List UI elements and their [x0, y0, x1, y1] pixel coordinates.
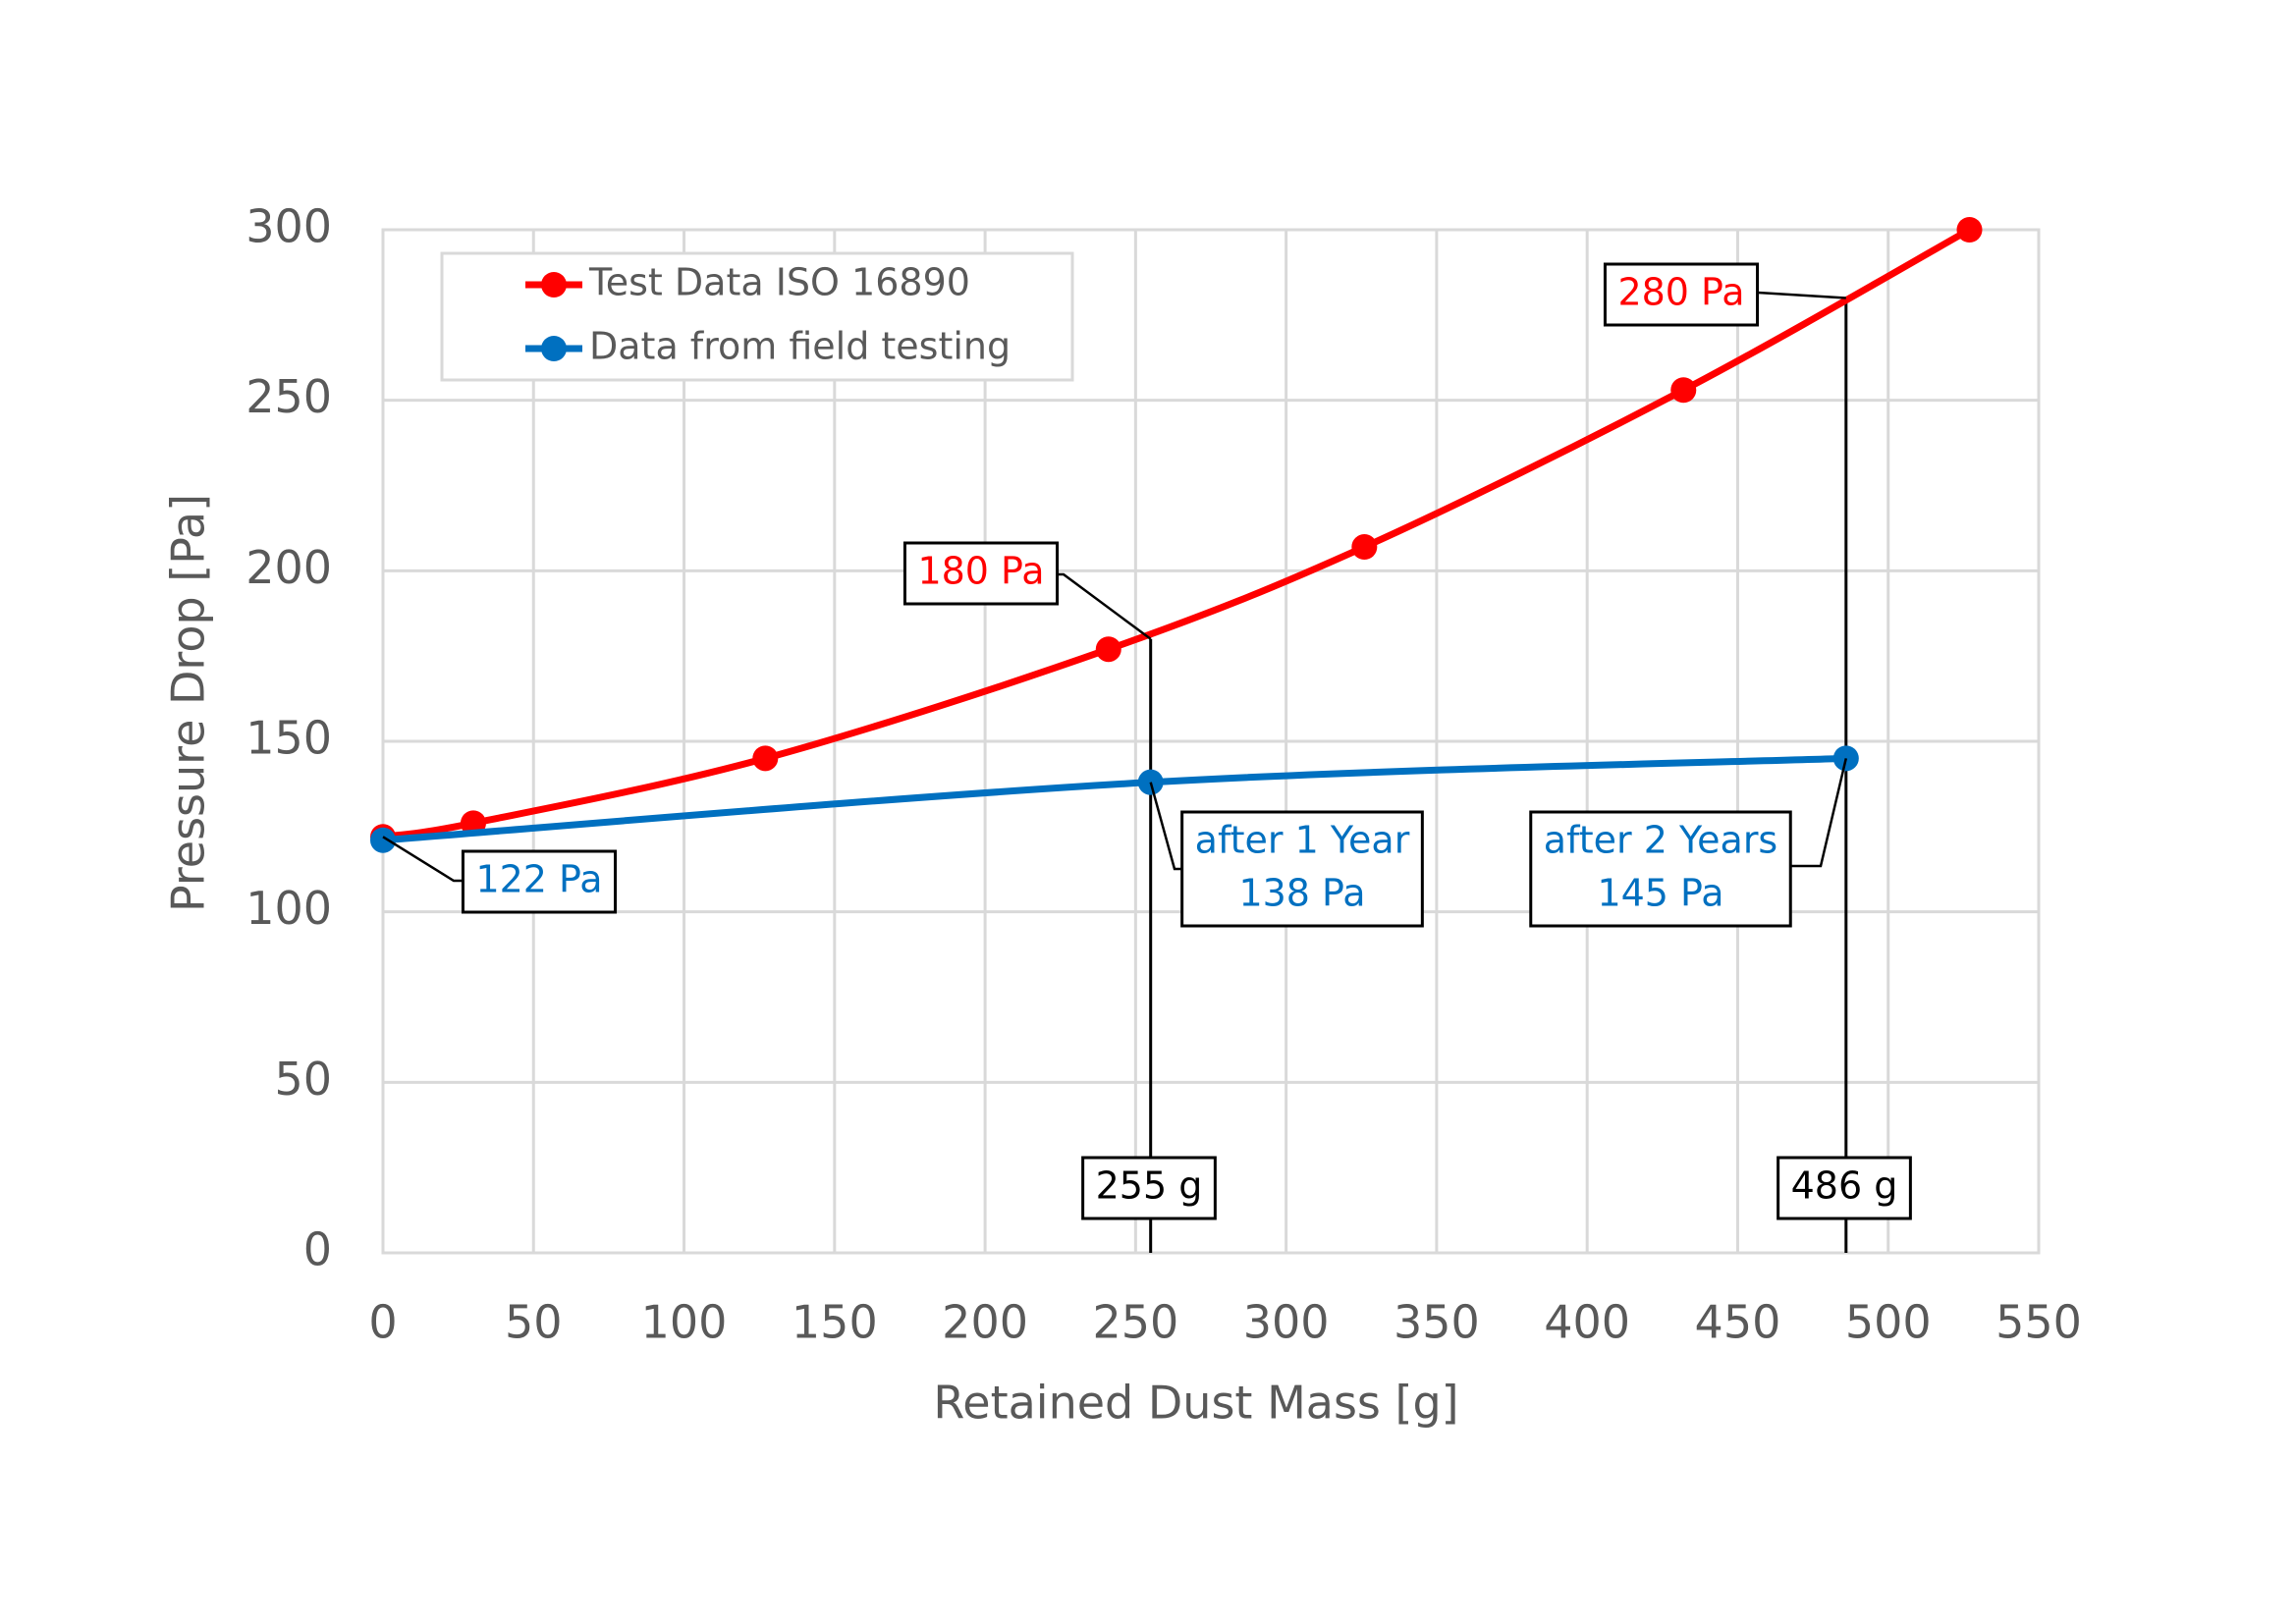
x-tick-label: 400 [1544, 1296, 1630, 1349]
annotation: 180 Pa [902, 541, 1152, 640]
annotation-box [1603, 262, 1760, 327]
data-point [1670, 377, 1697, 404]
x-tick-label: 350 [1394, 1296, 1480, 1349]
y-tick-label: 0 [303, 1223, 332, 1276]
annotation-text: 145 Pa [1597, 872, 1723, 915]
legend-label: Test Data ISO 16890 [588, 261, 970, 304]
legend-label: Data from field testing [589, 325, 1011, 368]
annotation-text: after 2 Years [1544, 819, 1777, 862]
y-tick-label: 300 [246, 200, 332, 253]
annotation-text: 180 Pa [917, 550, 1044, 593]
y-tick-label: 150 [246, 712, 332, 765]
x-tick-label: 550 [1995, 1296, 2082, 1349]
annotation-text: after 1 Year [1195, 819, 1410, 862]
annotation: after 2 Years 145 Pa [1529, 758, 1848, 928]
annotation: 486 g [1777, 1156, 1912, 1220]
data-point [1095, 636, 1121, 663]
annotation-box [1777, 1156, 1912, 1220]
leader-line [1790, 758, 1848, 868]
annotation: 255 g [1081, 1156, 1217, 1220]
leader-line [1757, 291, 1846, 299]
annotation: after 1 Year 138 Pa [1149, 782, 1424, 928]
data-point [752, 745, 779, 772]
annotation: 280 Pa [1603, 262, 1846, 327]
leader-line [1057, 572, 1152, 640]
x-tick-label: 0 [368, 1296, 397, 1349]
x-tick-label: 500 [1845, 1296, 1932, 1349]
annotation-box [1529, 810, 1792, 928]
annotation-text: 122 Pa [475, 858, 602, 901]
x-axis-title: Retained Dust Mass [g] [933, 1377, 1458, 1430]
legend-marker [541, 336, 567, 361]
x-tick-label: 300 [1243, 1296, 1330, 1349]
data-point [370, 827, 396, 853]
y-tick-label: 250 [246, 370, 332, 423]
x-tick-label: 50 [505, 1296, 563, 1349]
legend-marker [541, 272, 567, 298]
x-tick-label: 150 [792, 1296, 878, 1349]
annotation-box [902, 541, 1060, 606]
annotation-text: 486 g [1791, 1164, 1898, 1208]
y-tick-label: 200 [246, 541, 332, 594]
x-tick-label: 100 [641, 1296, 728, 1349]
x-tick-label: 450 [1695, 1296, 1781, 1349]
x-tick-label: 250 [1092, 1296, 1178, 1349]
legend: Test Data ISO 16890 Data from field testi… [440, 251, 1074, 382]
leader-line [382, 836, 464, 883]
y-tick-label: 100 [246, 882, 332, 935]
annotation-text: 280 Pa [1617, 271, 1744, 314]
y-axis-title: Pressure Drop [Pa] [162, 494, 215, 912]
y-tick-label: 50 [274, 1053, 332, 1106]
data-point [1351, 534, 1378, 561]
leader-line [1149, 782, 1182, 871]
plot-border [381, 228, 2041, 1255]
annotation-box [1180, 810, 1424, 928]
data-point [1956, 217, 1983, 243]
x-tick-label: 200 [942, 1296, 1028, 1349]
annotation: 122 Pa [382, 836, 618, 914]
annotation-text: 138 Pa [1238, 872, 1365, 915]
annotation-box [1081, 1156, 1217, 1220]
annotation-text: 255 g [1096, 1164, 1203, 1208]
